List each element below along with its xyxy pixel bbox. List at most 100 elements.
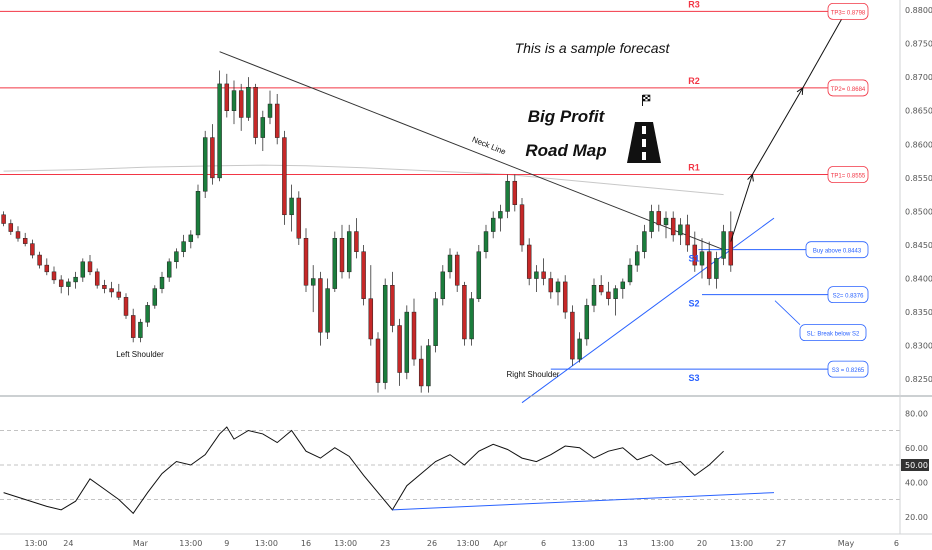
candle-body [130,315,136,338]
candle-body [30,243,35,256]
time-tick-label: May [838,539,855,548]
candle-body [217,83,222,179]
candle-body [699,251,705,266]
candle-body [577,338,582,360]
candle-body [152,288,158,306]
candle-body [181,241,186,252]
candle-body [447,254,453,273]
left-shoulder-label: Left Shoulder [116,350,164,359]
candle-body [166,261,172,278]
candle-body [159,276,165,289]
time-tick-label: 13:00 [255,539,278,548]
candle-body [325,288,330,333]
level-lines-group [0,10,828,370]
level-name-r2: R2 [688,76,700,86]
candle-body [469,298,474,340]
candle-body [663,217,669,226]
level-name-r3: R3 [688,0,700,9]
rsi-tick-label: 40.00 [905,478,928,487]
candle-body [505,180,510,212]
forecast-segment [730,174,753,242]
level-callout-text: S3 = 0.8265 [832,368,865,374]
time-tick-label: 26 [427,539,437,548]
candle-body [562,281,568,313]
time-tick-label: 6 [894,539,899,548]
forecast-segment [802,11,847,89]
moving-average-line [3,164,724,196]
candle-body [642,231,647,252]
candle-body [606,291,611,299]
candle-body [706,251,712,279]
candle-body [58,279,64,287]
candle-body [274,103,280,138]
neck-line [219,51,724,251]
candle-body [519,204,525,246]
candle-body [598,285,604,293]
time-tick-label: 13:00 [456,539,479,548]
candle-body [620,281,626,289]
candle-body [390,285,395,326]
candle-body [721,231,726,259]
forecast-segment [751,87,804,175]
rsi-tick-label: 60.00 [905,444,928,453]
time-tick-label: 13:00 [334,539,357,548]
candle-body [202,137,208,192]
sl-callout-pointer [774,300,801,325]
candle-body [570,311,575,360]
candle-body [51,271,57,281]
rsi-trendline [392,492,775,511]
candle-body [397,325,402,373]
level-callout-box [827,3,869,20]
checkered-flag-icon [642,94,651,106]
time-tick-label: 13:00 [730,539,753,548]
candle-body [534,271,539,279]
right-shoulder-label: Right Shoulder [507,370,560,379]
candle-body [426,345,431,387]
candle-body [174,251,179,263]
candle-body [361,251,366,299]
candle-body [260,117,266,138]
candle-body [15,231,21,239]
road-icon [627,122,661,163]
candle-body [246,87,251,118]
candle-body [382,285,388,383]
level-callout-text: S2= 0.8376 [833,294,865,300]
level-callout-box [827,360,869,378]
candle-body [210,137,215,179]
candle-body [375,338,381,383]
rsi-current-badge [901,459,929,471]
rsi-current-label: 50.00 [905,461,928,470]
candle-body [462,285,467,340]
time-tick-label: 9 [224,539,229,548]
level-callout-box [827,286,869,304]
time-tick-label: 13:00 [572,539,595,548]
candle-body [368,298,374,340]
candle-body [253,87,258,138]
time-axis: 13:00 24 Mar 13:00 9 13:00 16 13:00 23 26 13:00 Apr… [24,539,898,548]
candle-body [678,224,683,236]
candle-body [490,217,496,232]
level-name-s2: S2 [688,299,699,309]
level-name-s3: S3 [688,373,699,383]
candle-body [440,271,446,299]
candle-body [231,90,237,111]
candle-body [555,281,561,293]
candle-body [22,238,28,244]
candle-body [102,285,107,289]
candle-body [613,288,618,299]
candle-body [512,180,518,205]
rsi-tick-label: 20.00 [905,513,928,522]
candle-body [238,90,244,118]
big-profit-label: Big Profit [528,107,606,126]
candle-body [116,291,122,298]
candle-body [404,311,410,373]
candle-body [418,358,424,387]
